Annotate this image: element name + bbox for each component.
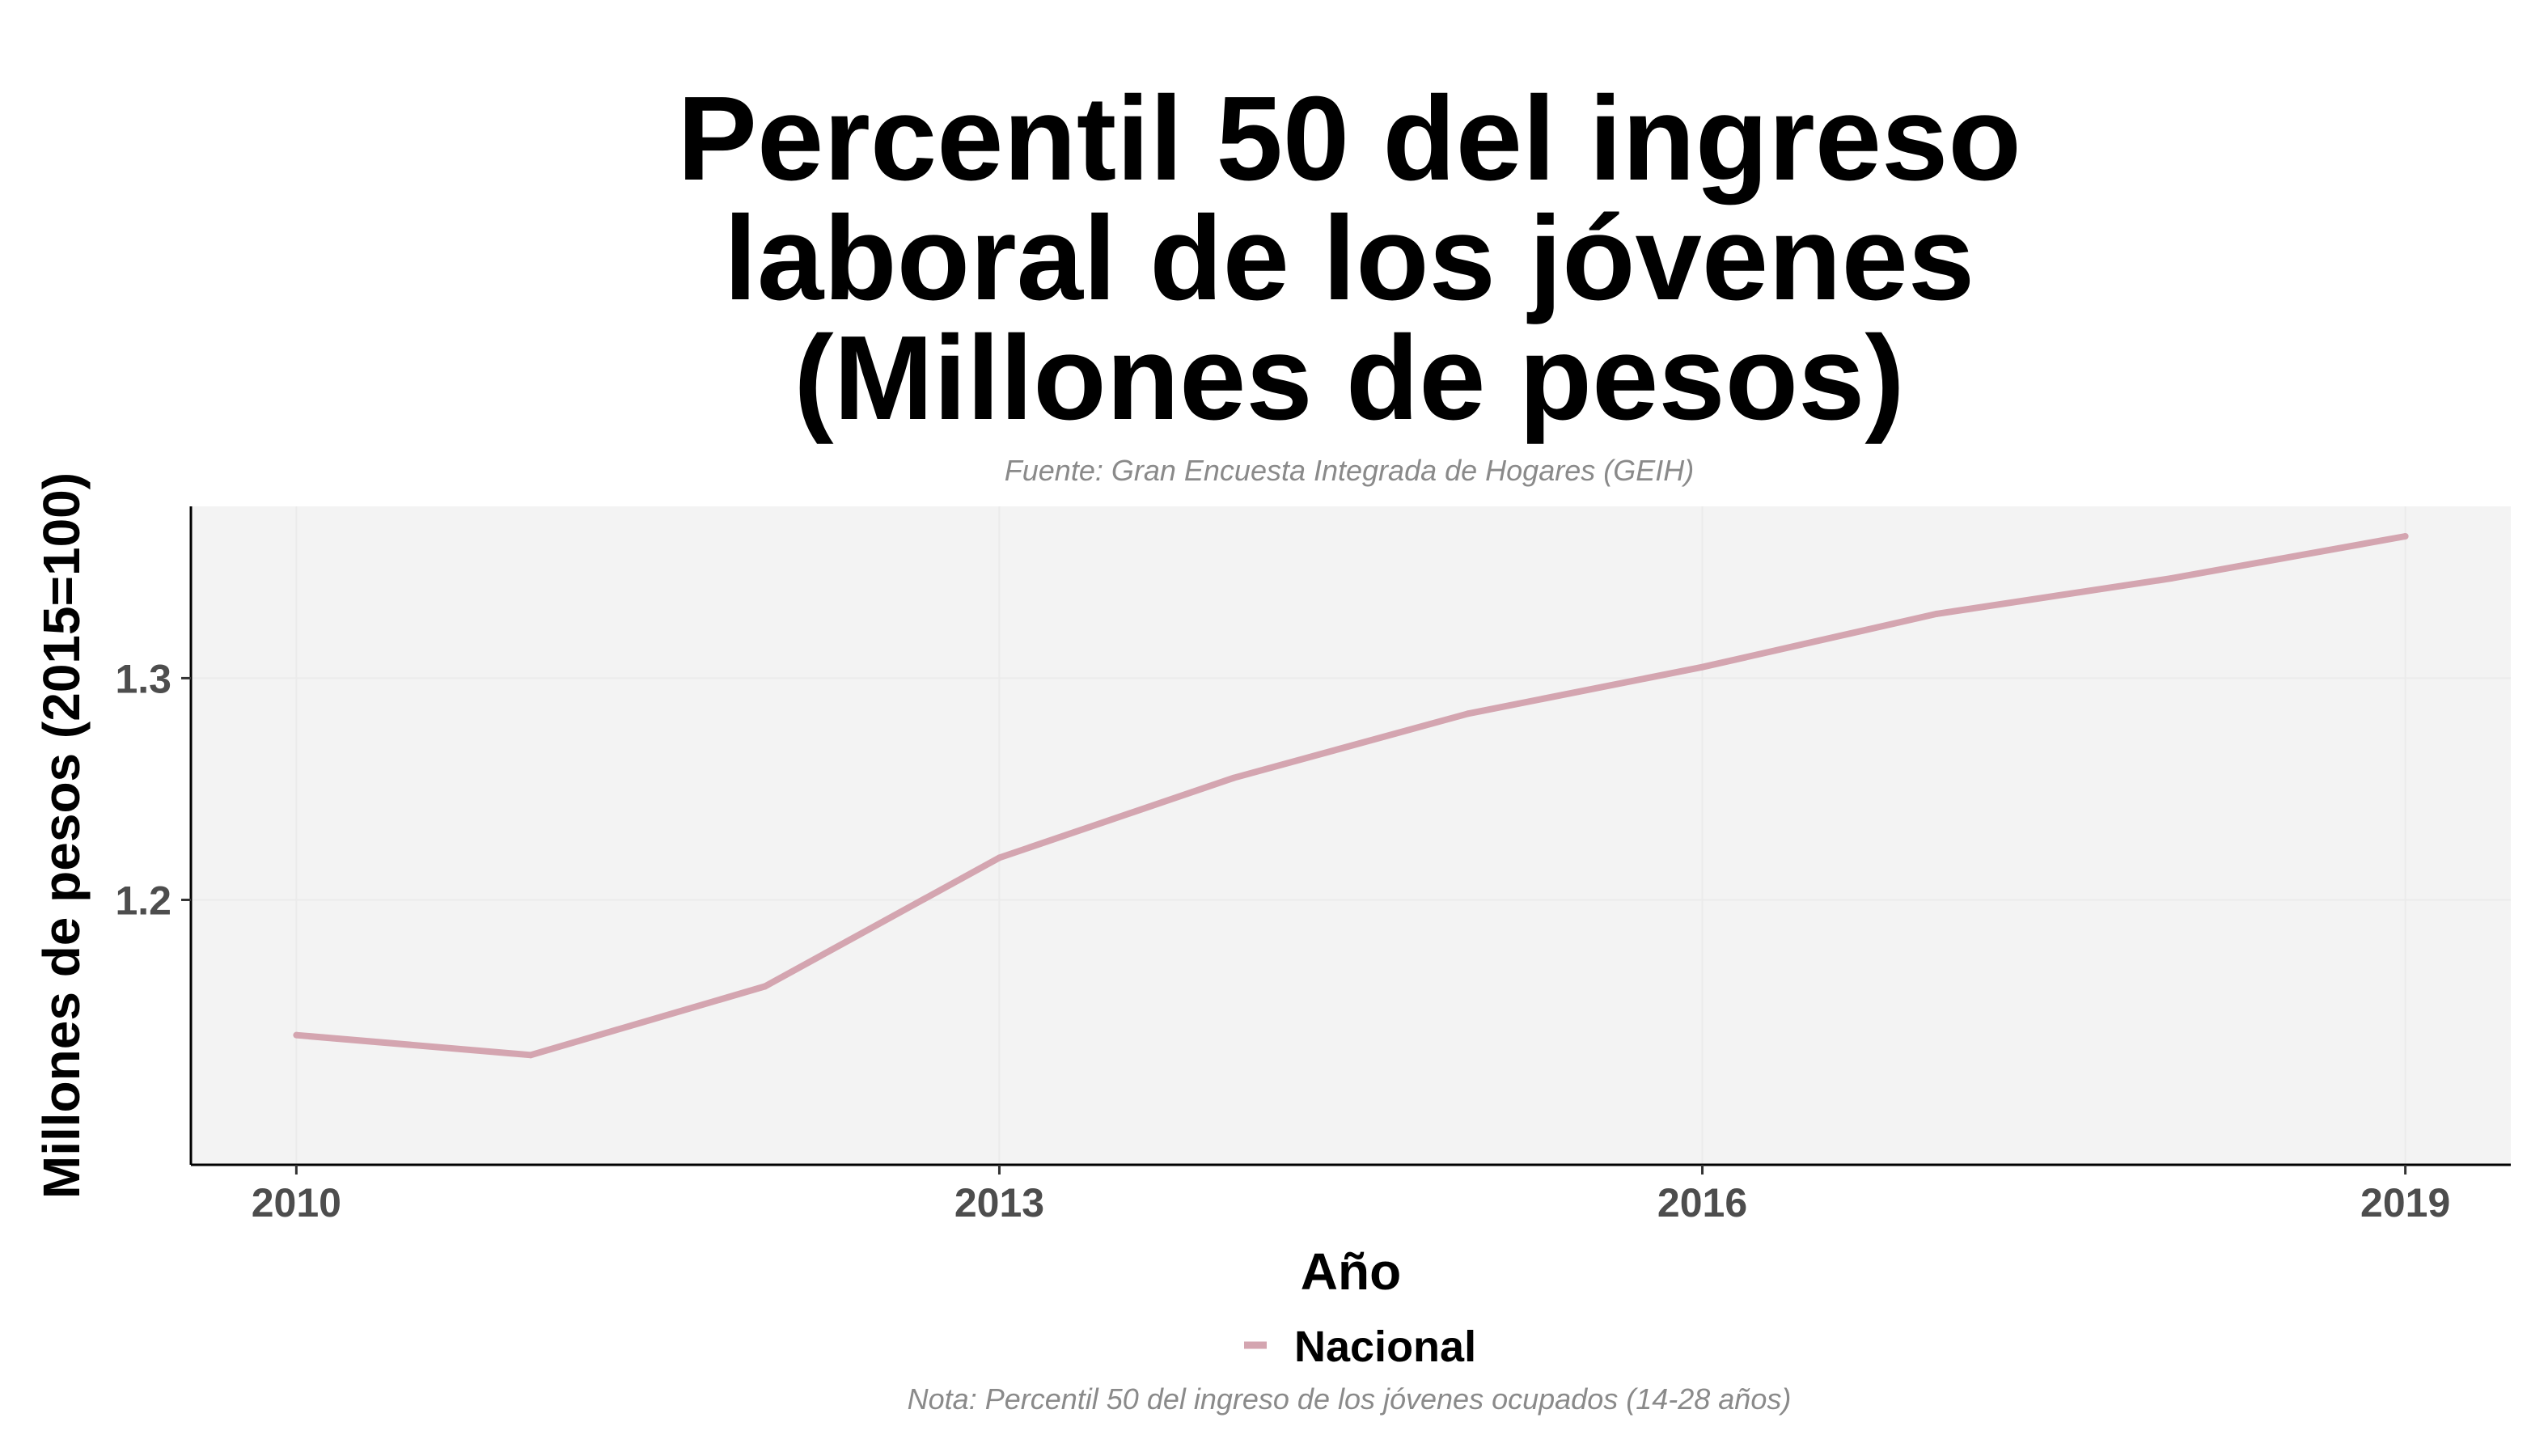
data-point (1699, 663, 1706, 671)
legend: Nacional (1244, 1323, 1476, 1371)
data-point (1230, 774, 1238, 781)
chart-caption: Nota: Percentil 50 del ingreso de los jó… (908, 1382, 1792, 1416)
data-point (1933, 610, 1941, 617)
series-layer (293, 533, 2409, 1059)
x-tick-label: 2016 (1657, 1180, 1747, 1225)
data-point (2167, 575, 2174, 582)
grid-lines (191, 506, 2511, 1165)
chart-title-line-1: Percentil 50 del ingreso (677, 72, 2021, 205)
series-line-nacional (296, 533, 2406, 1059)
chart-title-line-2: laboral de los jóvenes (724, 192, 1974, 325)
data-point (293, 1031, 300, 1039)
data-point (1464, 710, 1471, 717)
chart-title: Percentil 50 del ingreso laboral de los … (677, 72, 2021, 445)
chart-subtitle: Fuente: Gran Encuesta Integrada de Hogar… (1005, 454, 1694, 487)
data-point (2402, 533, 2409, 540)
data-point (761, 983, 768, 990)
data-point (996, 854, 1003, 861)
tick-layer: 2010 2013 2016 2019 1.2 1.3 (115, 656, 2450, 1225)
y-axis-title: Millones de pesos (2015=100) (32, 472, 91, 1199)
x-axis-title: Año (1301, 1242, 1401, 1301)
y-tick-label: 1.2 (115, 878, 171, 923)
data-point (527, 1052, 535, 1059)
x-tick-label: 2019 (2360, 1180, 2450, 1225)
y-tick-label: 1.3 (115, 656, 171, 701)
plot-panel (191, 506, 2511, 1165)
chart-title-line-3: (Millones de pesos) (794, 311, 1904, 445)
x-tick-label: 2013 (954, 1180, 1044, 1225)
legend-label-nacional: Nacional (1294, 1323, 1476, 1371)
x-tick-label: 2010 (252, 1180, 341, 1225)
